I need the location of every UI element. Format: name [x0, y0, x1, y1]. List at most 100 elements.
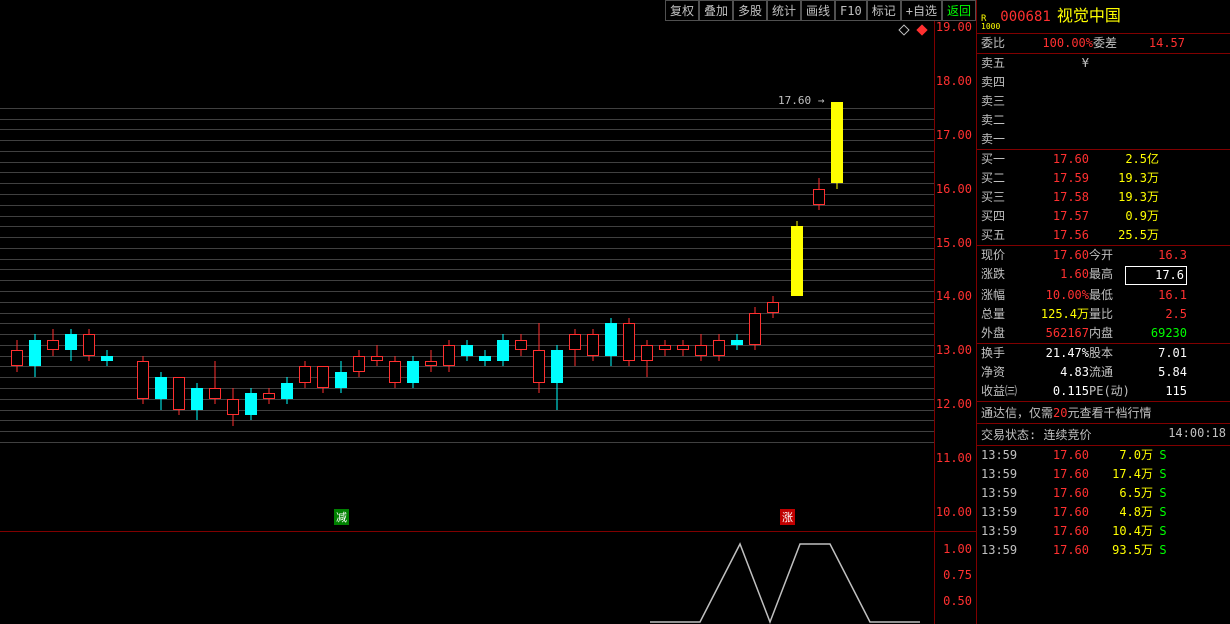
- bid-rows-row: 买一17.602.5亿: [977, 150, 1230, 169]
- tick-row: 13:5917.6010.4万S: [977, 522, 1230, 541]
- candle: [460, 340, 474, 362]
- ytick: 18.00: [936, 74, 972, 88]
- candle: [694, 334, 708, 361]
- code-prefix: R1000: [981, 15, 1000, 31]
- price-label: 17.60 →: [778, 94, 824, 107]
- candle: [766, 296, 780, 318]
- candle: [262, 388, 276, 404]
- stat-row: 换手21.47%股本7.01: [977, 344, 1230, 363]
- sub-ytick: 1.00: [943, 542, 972, 556]
- sub-ytick: 0.50: [943, 594, 972, 608]
- tick-row: 13:5917.604.8万S: [977, 503, 1230, 522]
- candle: [64, 329, 78, 361]
- stat-row: 涨跌1.60最高17.6: [977, 265, 1230, 286]
- marker-涨: 涨: [780, 509, 795, 525]
- candle: [622, 318, 636, 367]
- bid-rows-row: 买三17.5819.3万: [977, 188, 1230, 207]
- candle: [154, 372, 168, 410]
- ask-rows-row: 卖一: [977, 130, 1230, 149]
- candle: [406, 356, 420, 388]
- candle: [442, 340, 456, 372]
- ask-rows-row: 卖四: [977, 73, 1230, 92]
- candle: [298, 361, 312, 388]
- candle: [100, 350, 114, 366]
- sub-ytick: 0.75: [943, 568, 972, 582]
- candle: [830, 102, 844, 188]
- toolbar-+自选[interactable]: +自选: [901, 0, 942, 21]
- stat-row: 现价17.60今开16.3: [977, 246, 1230, 265]
- tick-row: 13:5917.606.5万S: [977, 484, 1230, 503]
- toolbar-多股[interactable]: 多股: [733, 0, 767, 21]
- stat-row: 收益㈢0.115PE(动)115: [977, 382, 1230, 401]
- stat-row: 涨幅10.00%最低16.1: [977, 286, 1230, 305]
- ytick: 13.00: [936, 343, 972, 357]
- tick-row: 13:5917.607.0万S: [977, 446, 1230, 465]
- trade-status: 交易状态: 连续竞价14:00:18: [977, 424, 1230, 446]
- stock-name: 视觉中国: [1057, 2, 1121, 26]
- bid-rows-row: 买二17.5919.3万: [977, 169, 1230, 188]
- toolbar-标记[interactable]: 标记: [867, 0, 901, 21]
- candle: [748, 307, 762, 350]
- bid-rows-row: 买五17.5625.5万: [977, 226, 1230, 245]
- candle: [316, 366, 330, 393]
- toolbar-统计[interactable]: 统计: [767, 0, 801, 21]
- toolbar-复权[interactable]: 复权: [665, 0, 699, 21]
- candle: [244, 388, 258, 420]
- ytick: 16.00: [936, 182, 972, 196]
- stat-row: 外盘562167内盘69230: [977, 324, 1230, 343]
- candle: [550, 345, 564, 410]
- tick-list: 13:5917.607.0万S13:5917.6017.4万S13:5917.6…: [977, 446, 1230, 560]
- ytick: 11.00: [936, 451, 972, 465]
- candle: [10, 340, 24, 372]
- ask-rows-row: 卖三: [977, 92, 1230, 111]
- indicator-chart[interactable]: 1.00 0.75 0.50: [0, 532, 976, 624]
- ask-rows-row: 卖二: [977, 111, 1230, 130]
- candle: [730, 334, 744, 350]
- candle: [82, 329, 96, 361]
- candle: [388, 356, 402, 388]
- ytick: 10.00: [936, 505, 972, 519]
- ytick: 14.00: [936, 289, 972, 303]
- stat-row: 净资4.83流通5.84: [977, 363, 1230, 382]
- candle: [658, 340, 672, 356]
- candle: [604, 318, 618, 367]
- candle: [190, 383, 204, 421]
- candle: [478, 350, 492, 366]
- toolbar-F10[interactable]: F10: [835, 0, 867, 21]
- candle: [226, 388, 240, 426]
- candle-chart[interactable]: 17.60 → 19.0018.0017.0016.0015.0014.0013…: [0, 0, 976, 532]
- candle: [586, 329, 600, 361]
- toolbar-画线[interactable]: 画线: [801, 0, 835, 21]
- candle: [812, 178, 826, 210]
- candle: [532, 323, 546, 393]
- chart-area: 复权叠加多股统计画线F10标记+自选返回 17.60 → 19.00 18.00 1…: [0, 0, 977, 624]
- ytick: 15.00: [936, 236, 972, 250]
- stat-row: 总量125.4万量比2.5: [977, 305, 1230, 324]
- candle: [28, 334, 42, 377]
- ask-rows-row: 卖五¥: [977, 54, 1230, 73]
- marker-减: 减: [334, 509, 349, 525]
- bid-rows-row: 买四17.570.9万: [977, 207, 1230, 226]
- return-button[interactable]: 返回: [942, 0, 976, 21]
- candle: [208, 361, 222, 404]
- candle: [46, 329, 60, 356]
- candle: [352, 350, 366, 377]
- candle: [334, 361, 348, 393]
- toolbar-叠加[interactable]: 叠加: [699, 0, 733, 21]
- promo-text[interactable]: 通达信，仅需20元查看千档行情: [977, 402, 1230, 424]
- candle: [424, 350, 438, 372]
- candle: [676, 340, 690, 356]
- candle: [172, 377, 186, 415]
- ytick: 12.00: [936, 397, 972, 411]
- stock-code: 000681: [1000, 9, 1051, 25]
- toolbar: 复权叠加多股统计画线F10标记+自选返回: [665, 0, 976, 21]
- candle: [568, 329, 582, 367]
- stock-header: R1000 000681 视觉中国: [977, 0, 1230, 34]
- quote-panel: R1000 000681 视觉中国 委比 100.00% 委差 14.57 卖五…: [977, 0, 1230, 624]
- ytick: 19.00: [936, 20, 972, 34]
- weibi-row: 委比 100.00% 委差 14.57: [977, 34, 1230, 53]
- candle: [136, 356, 150, 405]
- candle: [640, 340, 654, 378]
- candle: [496, 334, 510, 366]
- candle: [280, 377, 294, 404]
